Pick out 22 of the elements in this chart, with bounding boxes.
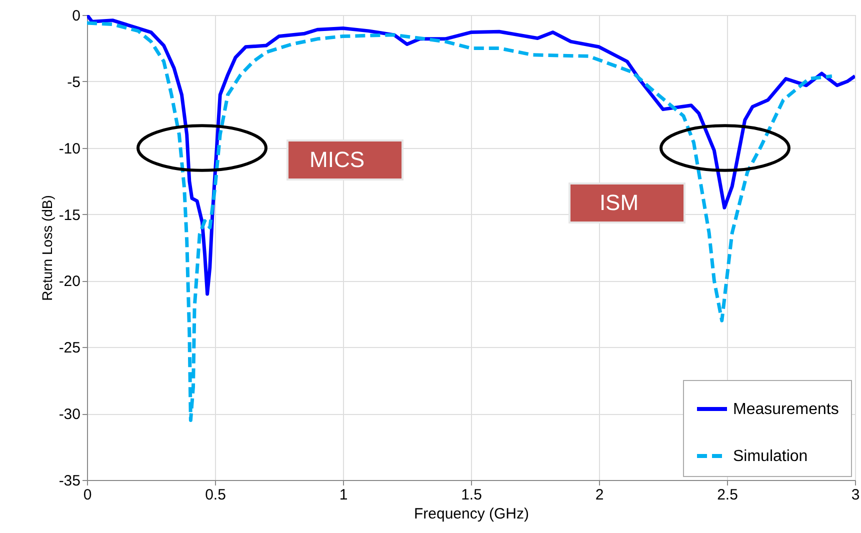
annotation: MICS xyxy=(310,147,364,172)
legend-label: Simulation xyxy=(733,448,808,465)
x-tick-label: 0.5 xyxy=(205,486,226,504)
y-tick-label: -25 xyxy=(58,340,80,357)
x-tick-label: 0 xyxy=(83,486,92,504)
y-tick-label: -5 xyxy=(67,74,80,91)
line-series xyxy=(87,15,855,296)
y-tick-label: -10 xyxy=(58,140,80,158)
annotation: ISM xyxy=(599,190,639,215)
y-tick-label: -30 xyxy=(58,406,80,424)
y-tick-label: 0 xyxy=(72,8,80,24)
legend-label: Measurements xyxy=(733,401,839,418)
y-tick-label: -35 xyxy=(58,472,80,490)
x-tick-label: 3 xyxy=(851,486,860,504)
x-tick-label: 2 xyxy=(595,486,604,504)
x-tick-label: 2.5 xyxy=(717,486,738,504)
x-tick-label: 1 xyxy=(339,486,348,504)
y-tick-label: -15 xyxy=(58,206,80,224)
x-tick-label: 1.5 xyxy=(461,486,482,504)
x-axis-title: Frequency (GHz) xyxy=(414,506,530,522)
y-axis-title: Return Loss (dB) xyxy=(38,195,55,301)
y-tick-label: -20 xyxy=(58,273,80,290)
